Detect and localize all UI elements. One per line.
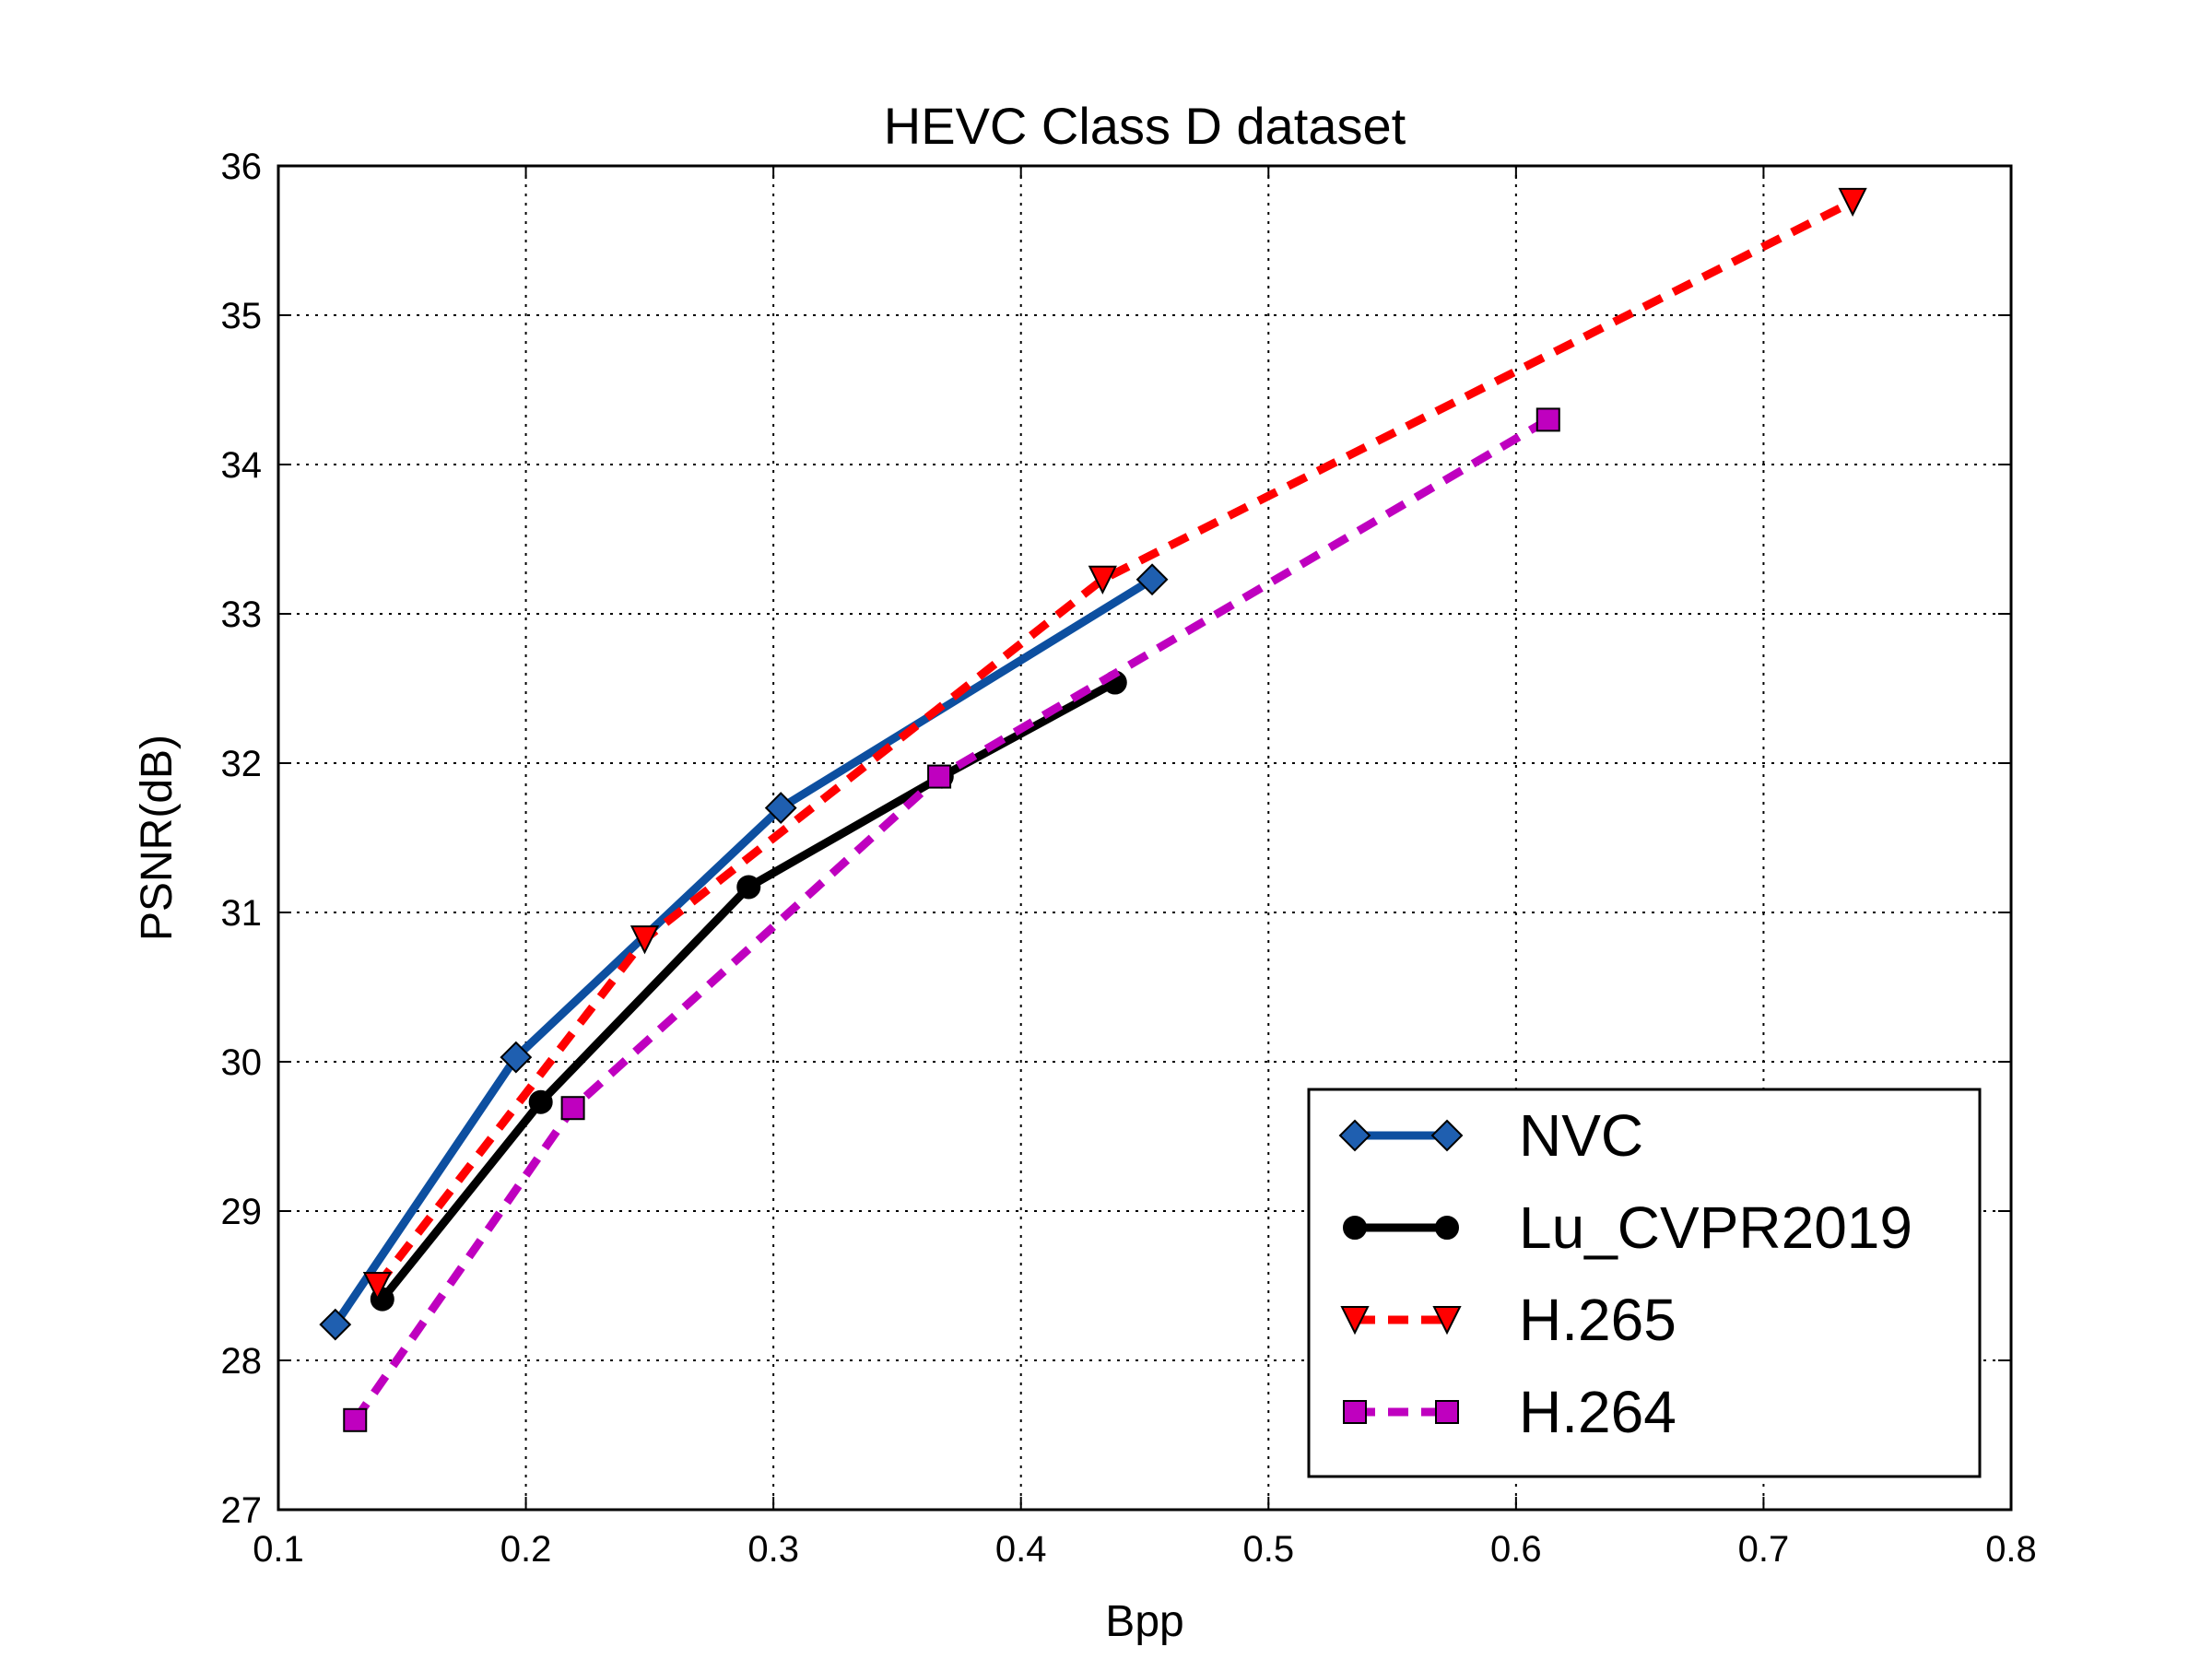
y-tick-label: 27 (221, 1490, 263, 1531)
y-tick-label: 33 (221, 594, 263, 635)
legend-marker (1435, 1400, 1459, 1424)
data-point-lu-cvpr2019 (736, 875, 761, 900)
x-tick-label: 0.1 (253, 1529, 304, 1570)
data-point-h-264 (1535, 407, 1560, 432)
y-tick-label: 34 (221, 445, 263, 486)
y-tick-label: 30 (221, 1042, 263, 1083)
grid-layer (278, 166, 2011, 1510)
legend: NVC Lu_CVPR2019 H.265 H.264 (1307, 1088, 1982, 1478)
x-tick-label: 0.2 (500, 1529, 552, 1570)
y-tick-label: 32 (221, 744, 263, 784)
series-line-h-265 (373, 197, 1855, 1288)
x-axis-title: Bpp (1105, 1597, 1183, 1646)
legend-label: NVC (1519, 1102, 1643, 1169)
series-h-264 (343, 407, 1560, 1432)
legend-item-h-264: H.264 (1343, 1379, 1677, 1445)
x-tick-label: 0.7 (1738, 1529, 1790, 1570)
x-tick-label: 0.8 (1985, 1529, 2037, 1570)
series-layer (319, 187, 1867, 1432)
legend-marker (1432, 1306, 1462, 1335)
data-point-h-264 (560, 1096, 585, 1121)
legend-label: Lu_CVPR2019 (1519, 1194, 1912, 1261)
data-point-h-265 (1838, 187, 1867, 218)
y-tick-label: 29 (221, 1192, 263, 1232)
legend-marker (1338, 1119, 1371, 1152)
x-tick-label: 0.4 (995, 1529, 1047, 1570)
y-axis-title: PSNR(dB) (133, 735, 182, 941)
data-point-lu-cvpr2019 (528, 1089, 553, 1114)
data-point-h-264 (343, 1407, 368, 1432)
data-point-h-265 (629, 925, 660, 955)
chart-title: HEVC Class D dataset (884, 97, 1406, 155)
y-tick-label: 35 (221, 296, 263, 336)
data-point-nvc (1135, 563, 1169, 596)
data-point-h-265 (1088, 565, 1117, 594)
data-point-nvc (319, 1308, 352, 1341)
legend-box (1307, 1088, 1982, 1478)
legend-marker (1340, 1306, 1370, 1335)
data-point-h-264 (927, 764, 952, 789)
legend-item-lu-cvpr2019: Lu_CVPR2019 (1343, 1194, 1912, 1261)
x-tick-label: 0.5 (1242, 1529, 1294, 1570)
x-tick-label: 0.6 (1490, 1529, 1542, 1570)
legend-item-h-265: H.265 (1340, 1287, 1677, 1353)
legend-item-nvc: NVC (1338, 1102, 1643, 1169)
plot-frame (276, 164, 2013, 1512)
legend-label: H.264 (1519, 1379, 1677, 1445)
data-point-nvc (500, 1041, 533, 1074)
legend-marker (1343, 1400, 1367, 1424)
x-tick-label: 0.3 (747, 1529, 799, 1570)
legend-label: H.265 (1519, 1287, 1677, 1353)
series-h-265 (362, 187, 1867, 1301)
tick-layer: 0.1 0.2 0.3 0.4 0.5 0.6 0.7 0.8 27 28 29 30 31 32 33 34… (221, 147, 2037, 1570)
y-tick-label: 28 (221, 1341, 263, 1382)
data-point-h-265 (362, 1272, 393, 1301)
legend-marker (1435, 1216, 1459, 1240)
y-tick-label: 36 (221, 147, 263, 187)
legend-marker (1430, 1119, 1464, 1152)
data-point-nvc (764, 792, 797, 825)
legend-marker (1343, 1216, 1367, 1240)
y-tick-label: 31 (221, 893, 263, 934)
